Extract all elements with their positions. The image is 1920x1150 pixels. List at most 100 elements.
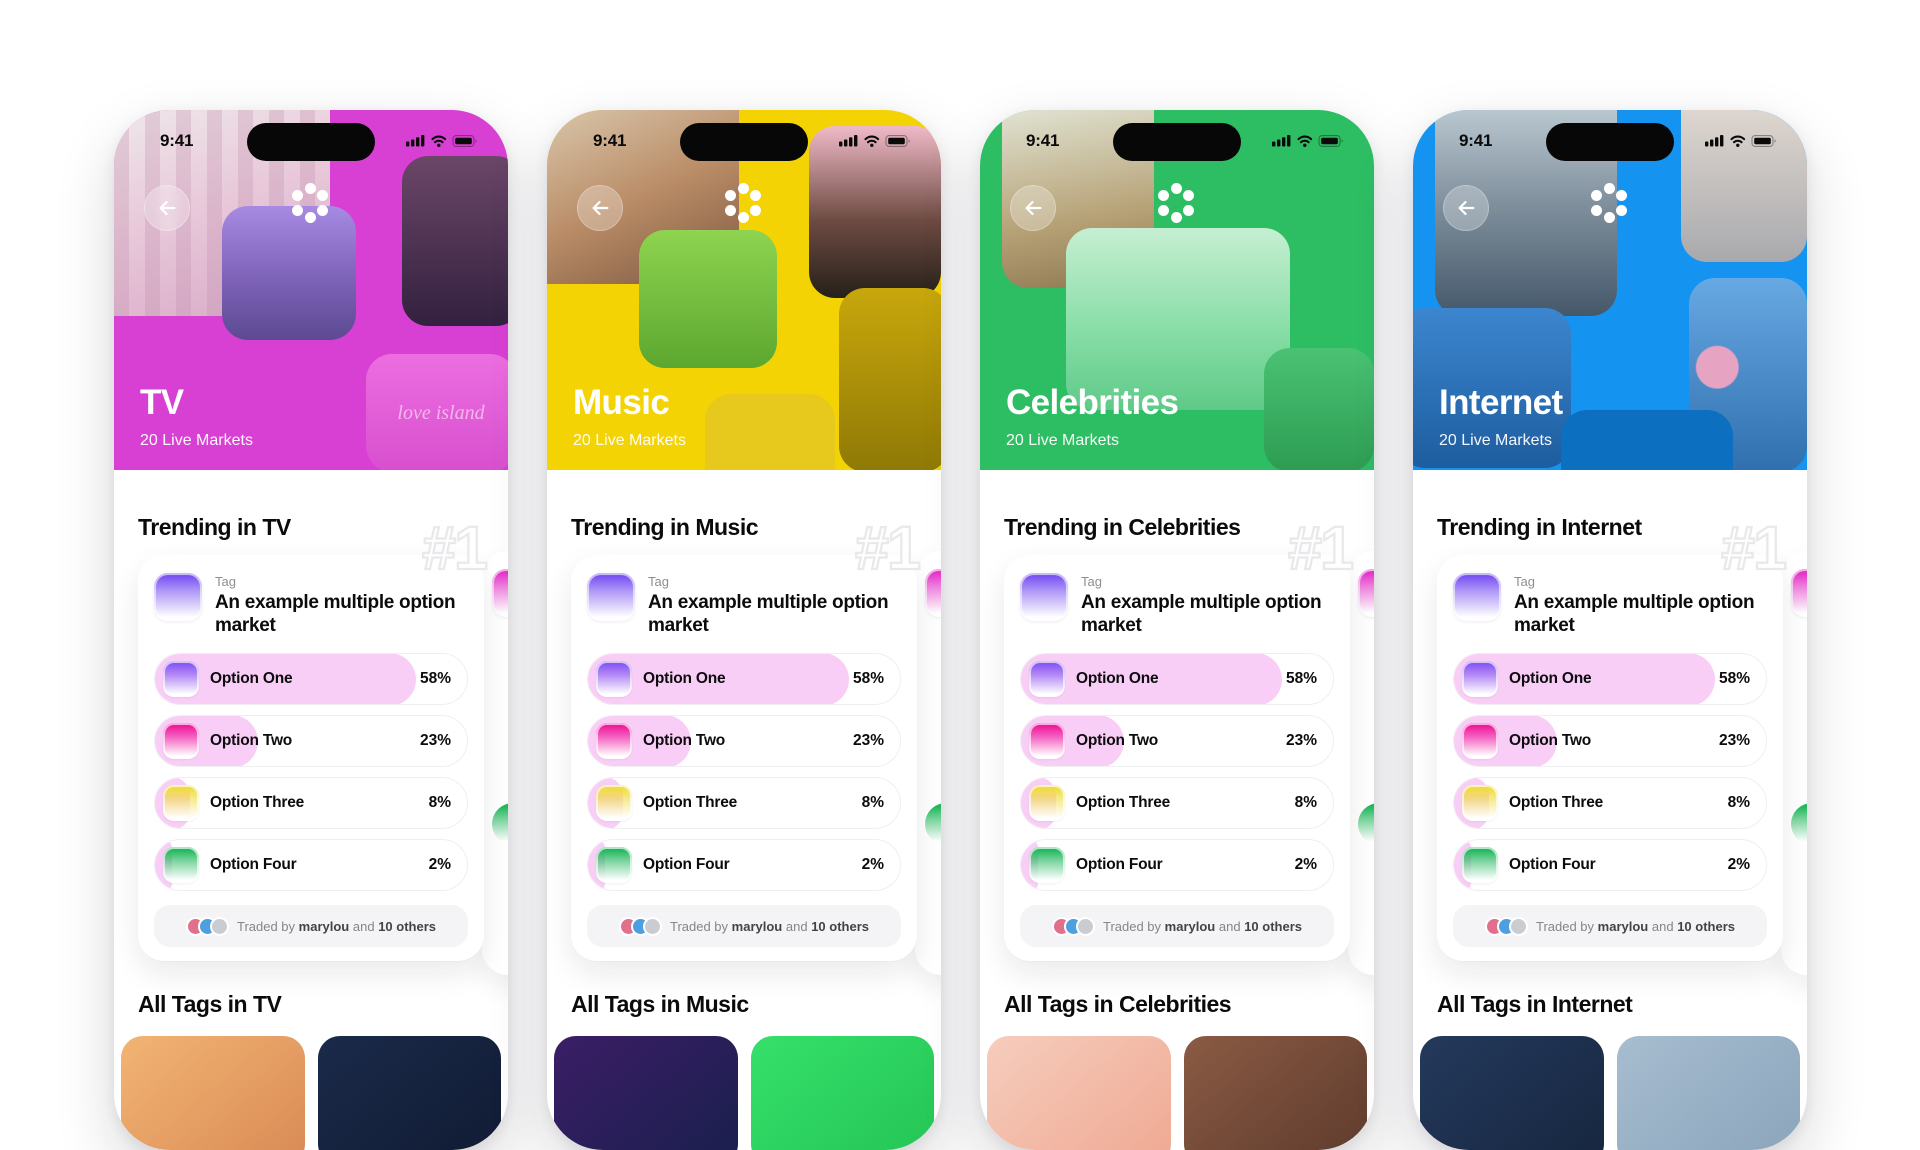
status-icons bbox=[1705, 134, 1777, 148]
option-row[interactable]: Option Two 23% bbox=[154, 715, 468, 767]
tag-thumbnail[interactable] bbox=[317, 1036, 501, 1150]
traded-by-text: Traded by marylou and 10 others bbox=[1102, 918, 1303, 934]
option-label: Option Three bbox=[643, 794, 738, 811]
tag-thumbnails bbox=[1420, 1036, 1800, 1150]
next-market-card-peek[interactable] bbox=[1781, 551, 1807, 975]
market-title: An example multiple option market bbox=[1081, 592, 1322, 636]
option-percentage: 8% bbox=[428, 794, 451, 811]
option-row[interactable]: Option One 58% bbox=[587, 653, 901, 705]
signal-wifi-battery-icon bbox=[1272, 135, 1343, 147]
option-row[interactable]: Option One 58% bbox=[154, 653, 468, 705]
back-button[interactable] bbox=[1443, 185, 1489, 231]
tag-thumbnail[interactable] bbox=[1420, 1036, 1604, 1150]
option-icon bbox=[163, 723, 199, 759]
status-icons bbox=[839, 134, 911, 148]
hero-photo bbox=[639, 230, 777, 368]
category-title: Music bbox=[573, 383, 670, 422]
hero-photo bbox=[1264, 348, 1374, 470]
tag-thumbnails bbox=[121, 1036, 501, 1150]
trending-heading: Trending in Music bbox=[571, 514, 759, 540]
option-percentage: 23% bbox=[852, 732, 884, 749]
market-card[interactable]: Tag An example multiple option market Op… bbox=[138, 555, 484, 961]
market-card[interactable]: Tag An example multiple option market Op… bbox=[1437, 555, 1783, 961]
option-row[interactable]: Option One 58% bbox=[1020, 653, 1334, 705]
market-title: An example multiple option market bbox=[1514, 592, 1755, 636]
category-hero: love island 9:41 TV 20 Live Markets bbox=[114, 110, 508, 470]
options-list: Option One 58% Option Two 23% Option Thr… bbox=[587, 653, 901, 891]
option-row[interactable]: Option Four 2% bbox=[587, 839, 901, 891]
back-button[interactable] bbox=[577, 185, 623, 231]
back-arrow-icon bbox=[159, 200, 176, 216]
traded-by-bar: Traded by marylou and 10 others bbox=[1453, 905, 1767, 947]
dynamic-island bbox=[247, 123, 375, 161]
option-row[interactable]: Option Two 23% bbox=[1020, 715, 1334, 767]
option-row[interactable]: Option Three 8% bbox=[154, 777, 468, 829]
tag-thumbnail[interactable] bbox=[1616, 1036, 1800, 1150]
market-card[interactable]: Tag An example multiple option market Op… bbox=[571, 555, 917, 961]
option-row[interactable]: Option Two 23% bbox=[587, 715, 901, 767]
option-row[interactable]: Option Two 23% bbox=[1453, 715, 1767, 767]
all-tags-heading: All Tags in Celebrities bbox=[1004, 991, 1232, 1017]
live-markets-count: 20 Live Markets bbox=[140, 432, 253, 449]
back-button[interactable] bbox=[144, 185, 190, 231]
tag-label: Tag bbox=[1081, 574, 1102, 589]
dynamic-island bbox=[1546, 123, 1674, 161]
option-icon bbox=[925, 803, 941, 845]
option-label: Option Three bbox=[210, 794, 305, 811]
market-title: An example multiple option market bbox=[648, 592, 889, 636]
option-percentage: 2% bbox=[1727, 856, 1750, 873]
tag-icon bbox=[1358, 569, 1374, 617]
tag-thumbnail[interactable] bbox=[554, 1036, 738, 1150]
market-card[interactable]: Tag An example multiple option market Op… bbox=[1004, 555, 1350, 961]
trader-avatar bbox=[1508, 916, 1528, 936]
tag-thumbnail[interactable] bbox=[750, 1036, 934, 1150]
signal-wifi-battery-icon bbox=[406, 135, 477, 147]
tag-thumbnail[interactable] bbox=[1183, 1036, 1367, 1150]
category-hero: 9:41 Music 20 Live Markets bbox=[547, 110, 941, 470]
option-percentage: 8% bbox=[861, 794, 884, 811]
option-row[interactable]: Option Four 2% bbox=[1453, 839, 1767, 891]
option-label: Option One bbox=[643, 670, 726, 687]
tag-icon bbox=[1453, 573, 1501, 621]
back-button[interactable] bbox=[1010, 185, 1056, 231]
tag-thumbnails bbox=[554, 1036, 934, 1150]
hero-photo bbox=[1561, 410, 1733, 470]
hero-photo bbox=[809, 126, 941, 298]
option-row[interactable]: Option Three 8% bbox=[587, 777, 901, 829]
traded-by-text: Traded by marylou and 10 others bbox=[1535, 918, 1736, 934]
all-tags-heading: All Tags in TV bbox=[138, 991, 282, 1017]
next-market-card-peek[interactable] bbox=[1348, 551, 1374, 975]
option-percentage: 58% bbox=[1285, 670, 1317, 687]
signal-wifi-battery-icon bbox=[839, 135, 910, 147]
option-label: Option Three bbox=[1076, 794, 1171, 811]
tag-icon bbox=[1791, 569, 1807, 617]
tag-thumbnail[interactable] bbox=[121, 1036, 305, 1150]
hero-photo: love island bbox=[366, 354, 508, 470]
status-bar: 9:41 bbox=[114, 110, 508, 172]
option-label: Option Four bbox=[1509, 856, 1596, 873]
option-row[interactable]: Option Four 2% bbox=[154, 839, 468, 891]
option-icon bbox=[596, 723, 632, 759]
app-logo-icon bbox=[721, 181, 765, 225]
next-market-card-peek[interactable] bbox=[915, 551, 941, 975]
options-list: Option One 58% Option Two 23% Option Thr… bbox=[154, 653, 468, 891]
option-percentage: 8% bbox=[1294, 794, 1317, 811]
tag-thumbnails bbox=[987, 1036, 1367, 1150]
option-label: Option One bbox=[1509, 670, 1592, 687]
tag-thumbnail[interactable] bbox=[987, 1036, 1171, 1150]
option-percentage: 58% bbox=[1718, 670, 1750, 687]
option-percentage: 58% bbox=[852, 670, 884, 687]
live-markets-count: 20 Live Markets bbox=[1006, 432, 1119, 449]
option-row[interactable]: Option One 58% bbox=[1453, 653, 1767, 705]
market-title: An example multiple option market bbox=[215, 592, 456, 636]
app-logo-icon bbox=[1154, 181, 1198, 225]
option-row[interactable]: Option Three 8% bbox=[1020, 777, 1334, 829]
trader-avatar bbox=[642, 916, 662, 936]
traded-by-bar: Traded by marylou and 10 others bbox=[1020, 905, 1334, 947]
option-row[interactable]: Option Three 8% bbox=[1453, 777, 1767, 829]
back-arrow-icon bbox=[1025, 200, 1042, 216]
next-market-card-peek[interactable] bbox=[482, 551, 508, 975]
options-list: Option One 58% Option Two 23% Option Thr… bbox=[1020, 653, 1334, 891]
option-row[interactable]: Option Four 2% bbox=[1020, 839, 1334, 891]
app-logo-icon bbox=[1587, 181, 1631, 225]
